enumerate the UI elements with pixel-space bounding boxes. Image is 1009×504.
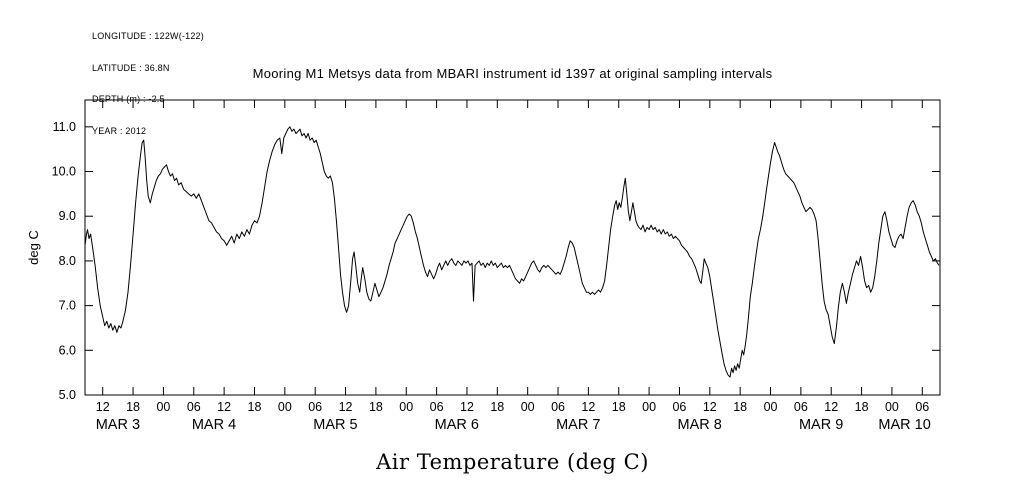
x-tick-label: 18 (248, 400, 262, 414)
x-axis-caption: Air Temperature (deg C) (376, 450, 649, 474)
y-tick-label: 7.0 (59, 299, 76, 313)
x-tick-label: 12 (339, 400, 353, 414)
meta-depth: DEPTH (m) : -2.5 (92, 94, 165, 104)
x-day-label: MAR 7 (556, 417, 600, 433)
x-day-label: MAR 8 (678, 417, 722, 433)
y-tick-label: 9.0 (59, 209, 76, 223)
meta-latitude: LATITUDE : 36.8N (92, 62, 170, 73)
x-day-label: MAR 3 (96, 417, 140, 433)
x-tick-label: 12 (703, 400, 717, 414)
x-tick-label: 12 (460, 400, 474, 414)
x-day-label: MAR 5 (313, 417, 357, 433)
x-tick-label: 00 (278, 400, 292, 414)
meta-longitude: LONGITUDE : 122W(-122) (92, 31, 204, 41)
x-tick-label: 18 (490, 400, 504, 414)
x-tick-label: 06 (672, 400, 686, 414)
x-day-label: MAR 9 (799, 417, 843, 433)
x-tick-label: 18 (612, 400, 626, 414)
x-tick-label: 06 (915, 400, 929, 414)
x-tick-label: 18 (855, 400, 869, 414)
x-tick-label: 00 (642, 400, 656, 414)
x-day-label: MAR 6 (435, 417, 479, 433)
axis-labels: 5.0 6.0 7.0 8.0 9.0 10.0 11.0 12 18 00 06 12 18 00 06 1… (26, 120, 931, 433)
x-tick-label: 06 (551, 400, 565, 414)
x-day-label: MAR 4 (192, 417, 236, 433)
y-tick-label: 10.0 (52, 165, 76, 179)
x-tick-label: 18 (369, 400, 383, 414)
y-tick-label: 8.0 (59, 254, 76, 268)
x-tick-label: 06 (430, 400, 444, 414)
station-metadata: LONGITUDE : 122W(-122) LATITUDE : 36.8N … (92, 10, 204, 157)
x-tick-label: 00 (885, 400, 899, 414)
y-tick-label: 6.0 (59, 343, 76, 357)
x-tick-label: 12 (217, 400, 231, 414)
x-tick-label: 12 (96, 400, 110, 414)
y-tick-label: 11.0 (53, 120, 76, 134)
x-tick-label: 00 (764, 400, 778, 414)
x-tick-label: 06 (187, 400, 201, 414)
x-tick-label: 00 (156, 400, 170, 414)
air-temperature-line (84, 126, 940, 378)
plot-frame (84, 99, 941, 396)
x-tick-label: 12 (581, 400, 595, 414)
x-tick-label: 18 (126, 400, 140, 414)
axes (84, 99, 941, 396)
x-tick-label: 06 (308, 400, 322, 414)
y-tick-label: 5.0 (59, 388, 76, 402)
x-tick-label: 12 (824, 400, 838, 414)
x-tick-label: 00 (399, 400, 413, 414)
x-tick-label: 06 (794, 400, 808, 414)
x-tick-label: 00 (521, 400, 535, 414)
x-tick-label: 18 (733, 400, 747, 414)
x-day-label: MAR 10 (878, 417, 930, 433)
y-axis-label: deg C (26, 230, 41, 265)
meta-year: YEAR : 2012 (92, 125, 147, 136)
chart-title: Mooring M1 Metsys data from MBARI instru… (252, 66, 773, 81)
